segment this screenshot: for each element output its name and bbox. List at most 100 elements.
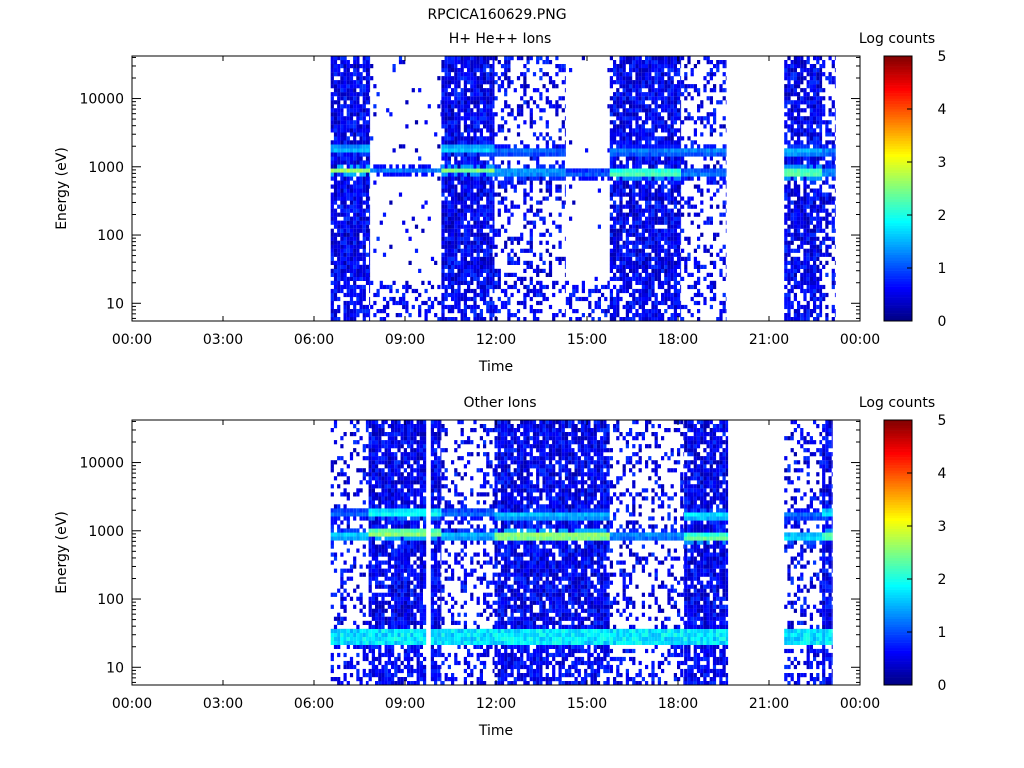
data-cell [638,172,642,177]
data-cell [613,248,617,253]
data-cell [641,96,645,101]
data-cell [641,276,645,281]
data-cell [555,56,559,61]
data-cell [539,188,543,193]
data-cell [349,172,354,177]
data-cell [616,144,620,149]
data-cell [330,96,334,101]
data-cell [697,184,701,189]
data-cell [369,72,371,77]
data-cell [806,80,810,85]
data-cell [476,188,480,193]
data-cell [492,104,495,109]
data-cell [467,180,471,185]
data-cell [651,144,655,149]
data-cell [346,156,350,161]
data-cell [369,124,371,129]
data-cell [800,152,804,157]
data-cell [716,252,720,257]
data-cell [441,184,445,189]
data-cell [664,72,668,77]
data-cell [697,92,701,97]
data-cell [645,244,649,249]
data-cell [457,296,461,302]
data-cell [670,100,674,105]
data-cell [489,236,493,241]
data-cell [483,180,487,185]
data-cell [365,204,370,209]
data-cell [657,204,661,209]
data-cell [470,124,474,129]
data-cell [523,192,527,197]
data-cell [545,184,549,189]
data-cell [473,156,477,161]
data-cell [613,188,617,193]
data-cell [370,168,374,173]
data-cell [657,208,661,213]
data-cell [359,296,363,302]
data-cell [609,232,613,237]
data-cell [359,112,363,117]
data-cell [479,80,483,85]
data-cell [486,180,490,185]
data-cell [507,176,511,181]
data-cell [648,144,652,149]
data-cell [819,240,823,245]
data-cell [616,128,620,133]
data-cell [427,164,431,169]
data-cell [333,68,338,73]
data-cell [719,132,723,137]
data-cell [497,84,501,89]
data-cell [697,188,701,193]
data-cell [613,216,617,221]
data-cell [673,280,677,285]
data-cell [523,148,527,153]
data-cell [500,128,505,133]
data-cell [816,188,820,193]
data-cell [333,56,338,61]
data-cell [532,172,537,177]
data-cell [564,76,566,81]
data-cell [722,176,726,181]
data-cell [709,152,713,157]
data-cell [353,136,357,141]
data-cell [434,168,438,173]
data-cell [831,220,835,225]
data-cell [787,112,791,117]
data-cell [819,164,823,169]
data-cell [604,296,608,302]
data-cell [516,204,521,209]
data-cell [463,309,467,314]
data-cell [516,112,521,117]
data-cell [616,140,620,145]
data-cell [825,292,829,298]
data-cell [356,148,360,153]
data-cell [613,68,617,73]
data-cell [558,184,562,189]
data-cell [809,160,813,165]
data-cell [330,244,334,249]
data-cell [700,152,704,157]
data-cell [657,96,661,101]
data-cell [494,232,498,237]
data-cell [613,124,617,129]
data-cell [460,64,464,69]
data-cell [661,196,665,201]
data-cell [343,144,347,149]
data-cell [489,180,493,185]
data-cell [681,276,685,281]
data-cell [497,60,501,65]
data-cell [613,208,617,213]
data-cell [454,68,458,73]
data-cell [622,272,626,277]
data-cell [784,216,788,221]
data-cell [697,260,701,265]
data-cell [470,76,474,81]
data-cell [346,288,350,294]
data-cell [507,104,511,109]
data-cell [713,284,717,290]
data-cell [441,264,445,269]
data-cell [629,260,633,265]
data-cell [680,76,682,81]
data-cell [719,152,723,157]
